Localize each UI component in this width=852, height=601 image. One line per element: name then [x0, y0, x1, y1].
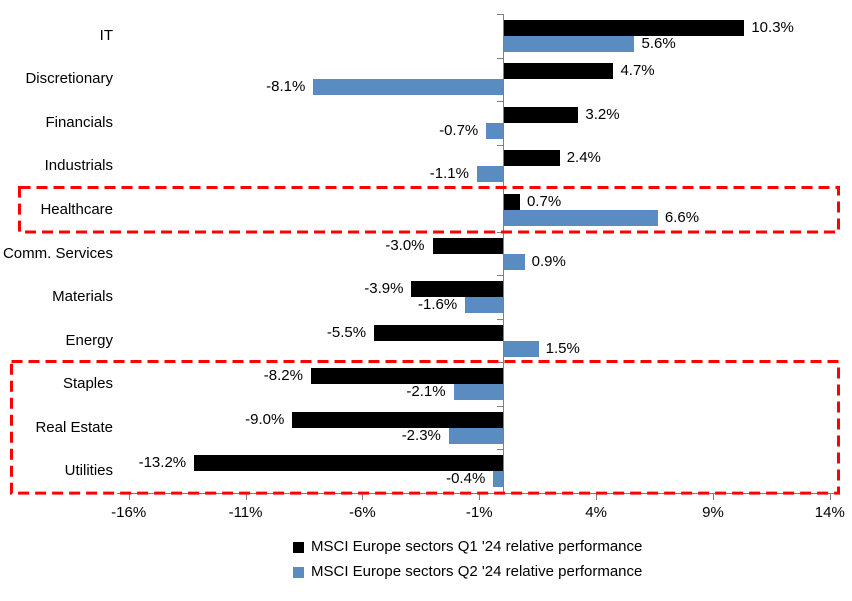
- category-label-utilities: Utilities: [64, 462, 113, 480]
- legend-label-q2: MSCI Europe sectors Q2 '24 relative perf…: [311, 563, 643, 580]
- bar-s2-financials: [486, 122, 503, 139]
- bar-s2-discretionary: [313, 79, 503, 96]
- category-label-staples: Staples: [62, 375, 113, 393]
- category-axis-tick: [496, 14, 503, 15]
- bar-s2-utilities: [493, 471, 503, 488]
- bar-s1-energy: [374, 324, 503, 341]
- category-axis-tick: [496, 101, 503, 103]
- value-label-s2-real-estate: -2.3%: [401, 426, 441, 444]
- x-axis-line: [117, 493, 838, 494]
- bar-s2-staples: [453, 384, 503, 401]
- value-label-s2-it: 5.6%: [641, 34, 676, 52]
- x-axis-tick: [596, 493, 598, 500]
- x-axis-tick: [829, 493, 831, 500]
- bar-s1-utilities: [194, 455, 503, 472]
- bar-s1-staples: [310, 368, 503, 385]
- value-label-s2-healthcare: 6.6%: [664, 208, 700, 226]
- category-label-industrials: Industrials: [44, 157, 113, 175]
- y-axis-line: [502, 14, 504, 494]
- value-label-s1-real-estate: -9.0%: [245, 410, 285, 428]
- x-tick-label-6: -6%: [349, 504, 376, 521]
- value-label-s1-industrials: 2.4%: [566, 149, 601, 167]
- value-label-s2-staples: -2.1%: [406, 383, 446, 401]
- x-axis-tick: [245, 493, 247, 500]
- bar-s1-it: [503, 19, 745, 36]
- x-tick-label-9: 9%: [702, 504, 724, 521]
- bar-s2-it: [503, 35, 635, 52]
- bar-s1-comm-services: [432, 237, 503, 254]
- x-tick-label-4: 4%: [585, 504, 607, 521]
- category-label-energy: Energy: [65, 331, 113, 349]
- x-tick-label-14: 14%: [814, 504, 845, 521]
- category-axis-tick: [496, 188, 503, 190]
- category-label-financials: Financials: [45, 113, 113, 131]
- value-label-s1-healthcare: 0.7%: [526, 192, 562, 210]
- category-label-materials: Materials: [52, 288, 113, 306]
- category-label-it: IT: [99, 26, 113, 44]
- bar-s1-industrials: [503, 150, 560, 167]
- legend-label-q1: MSCI Europe sectors Q1 '24 relative perf…: [311, 538, 643, 555]
- bar-s2-real-estate: [448, 427, 503, 444]
- value-label-s1-it: 10.3%: [751, 18, 794, 36]
- value-label-s2-industrials: -1.1%: [429, 165, 469, 183]
- bar-s2-materials: [465, 297, 503, 314]
- x-tick-label-11: -11%: [228, 504, 263, 521]
- category-axis-tick: [496, 493, 503, 494]
- value-label-s2-financials: -0.7%: [439, 121, 479, 139]
- category-label-comm-services: Comm. Services: [2, 244, 113, 262]
- legend-swatch-q1-icon: [293, 541, 304, 553]
- category-axis-tick: [496, 57, 503, 59]
- bar-s1-discretionary: [503, 63, 614, 80]
- value-label-s2-utilities: -0.4%: [446, 470, 486, 488]
- bar-s2-industrials: [476, 166, 503, 183]
- bar-s1-healthcare: [503, 193, 520, 210]
- value-label-s2-materials: -1.6%: [418, 296, 458, 314]
- value-label-s2-energy: 1.5%: [545, 339, 580, 357]
- category-axis-tick: [496, 405, 503, 407]
- value-label-s1-materials: -3.9%: [364, 280, 404, 298]
- value-label-s1-staples: -8.2%: [263, 367, 303, 385]
- value-label-s1-comm-services: -3.0%: [385, 236, 425, 254]
- value-label-s1-energy: -5.5%: [326, 323, 367, 341]
- category-axis-tick: [496, 362, 503, 364]
- bar-s1-real-estate: [292, 411, 503, 428]
- category-label-discretionary: Discretionary: [25, 70, 113, 88]
- value-label-s1-financials: 3.2%: [585, 105, 620, 123]
- legend-item-q1: MSCI Europe sectors Q1 '24 relative perf…: [293, 537, 642, 557]
- x-axis-tick: [712, 493, 714, 500]
- value-label-s2-comm-services: 0.9%: [531, 252, 566, 270]
- category-axis-tick: [496, 449, 503, 451]
- category-axis-tick: [496, 144, 503, 146]
- x-axis-tick: [128, 493, 130, 500]
- legend-item-q2: MSCI Europe sectors Q2 '24 relative perf…: [293, 562, 642, 582]
- bar-s1-materials: [411, 281, 503, 298]
- value-label-s2-discretionary: -8.1%: [266, 78, 306, 96]
- category-axis-tick: [496, 231, 503, 233]
- category-label-real-estate: Real Estate: [35, 418, 113, 436]
- value-label-s1-discretionary: 4.7%: [620, 62, 655, 80]
- x-axis-tick: [479, 493, 481, 500]
- legend: MSCI Europe sectors Q1 '24 relative perf…: [293, 537, 642, 582]
- value-label-s1-utilities: -13.2%: [138, 454, 187, 472]
- x-tick-label-1: -1%: [465, 504, 493, 521]
- bar-s2-comm-services: [503, 253, 525, 270]
- bar-s1-financials: [503, 106, 579, 123]
- x-tick-label-16: -16%: [111, 504, 147, 521]
- category-axis-tick: [496, 318, 503, 320]
- bar-s2-energy: [503, 340, 539, 357]
- highlight-box-healthcare: [18, 186, 840, 234]
- x-axis-tick: [362, 493, 364, 500]
- bar-s2-healthcare: [503, 209, 658, 226]
- category-label-healthcare: Healthcare: [40, 200, 113, 218]
- category-axis-tick: [496, 275, 503, 277]
- legend-swatch-q2-icon: [293, 566, 304, 578]
